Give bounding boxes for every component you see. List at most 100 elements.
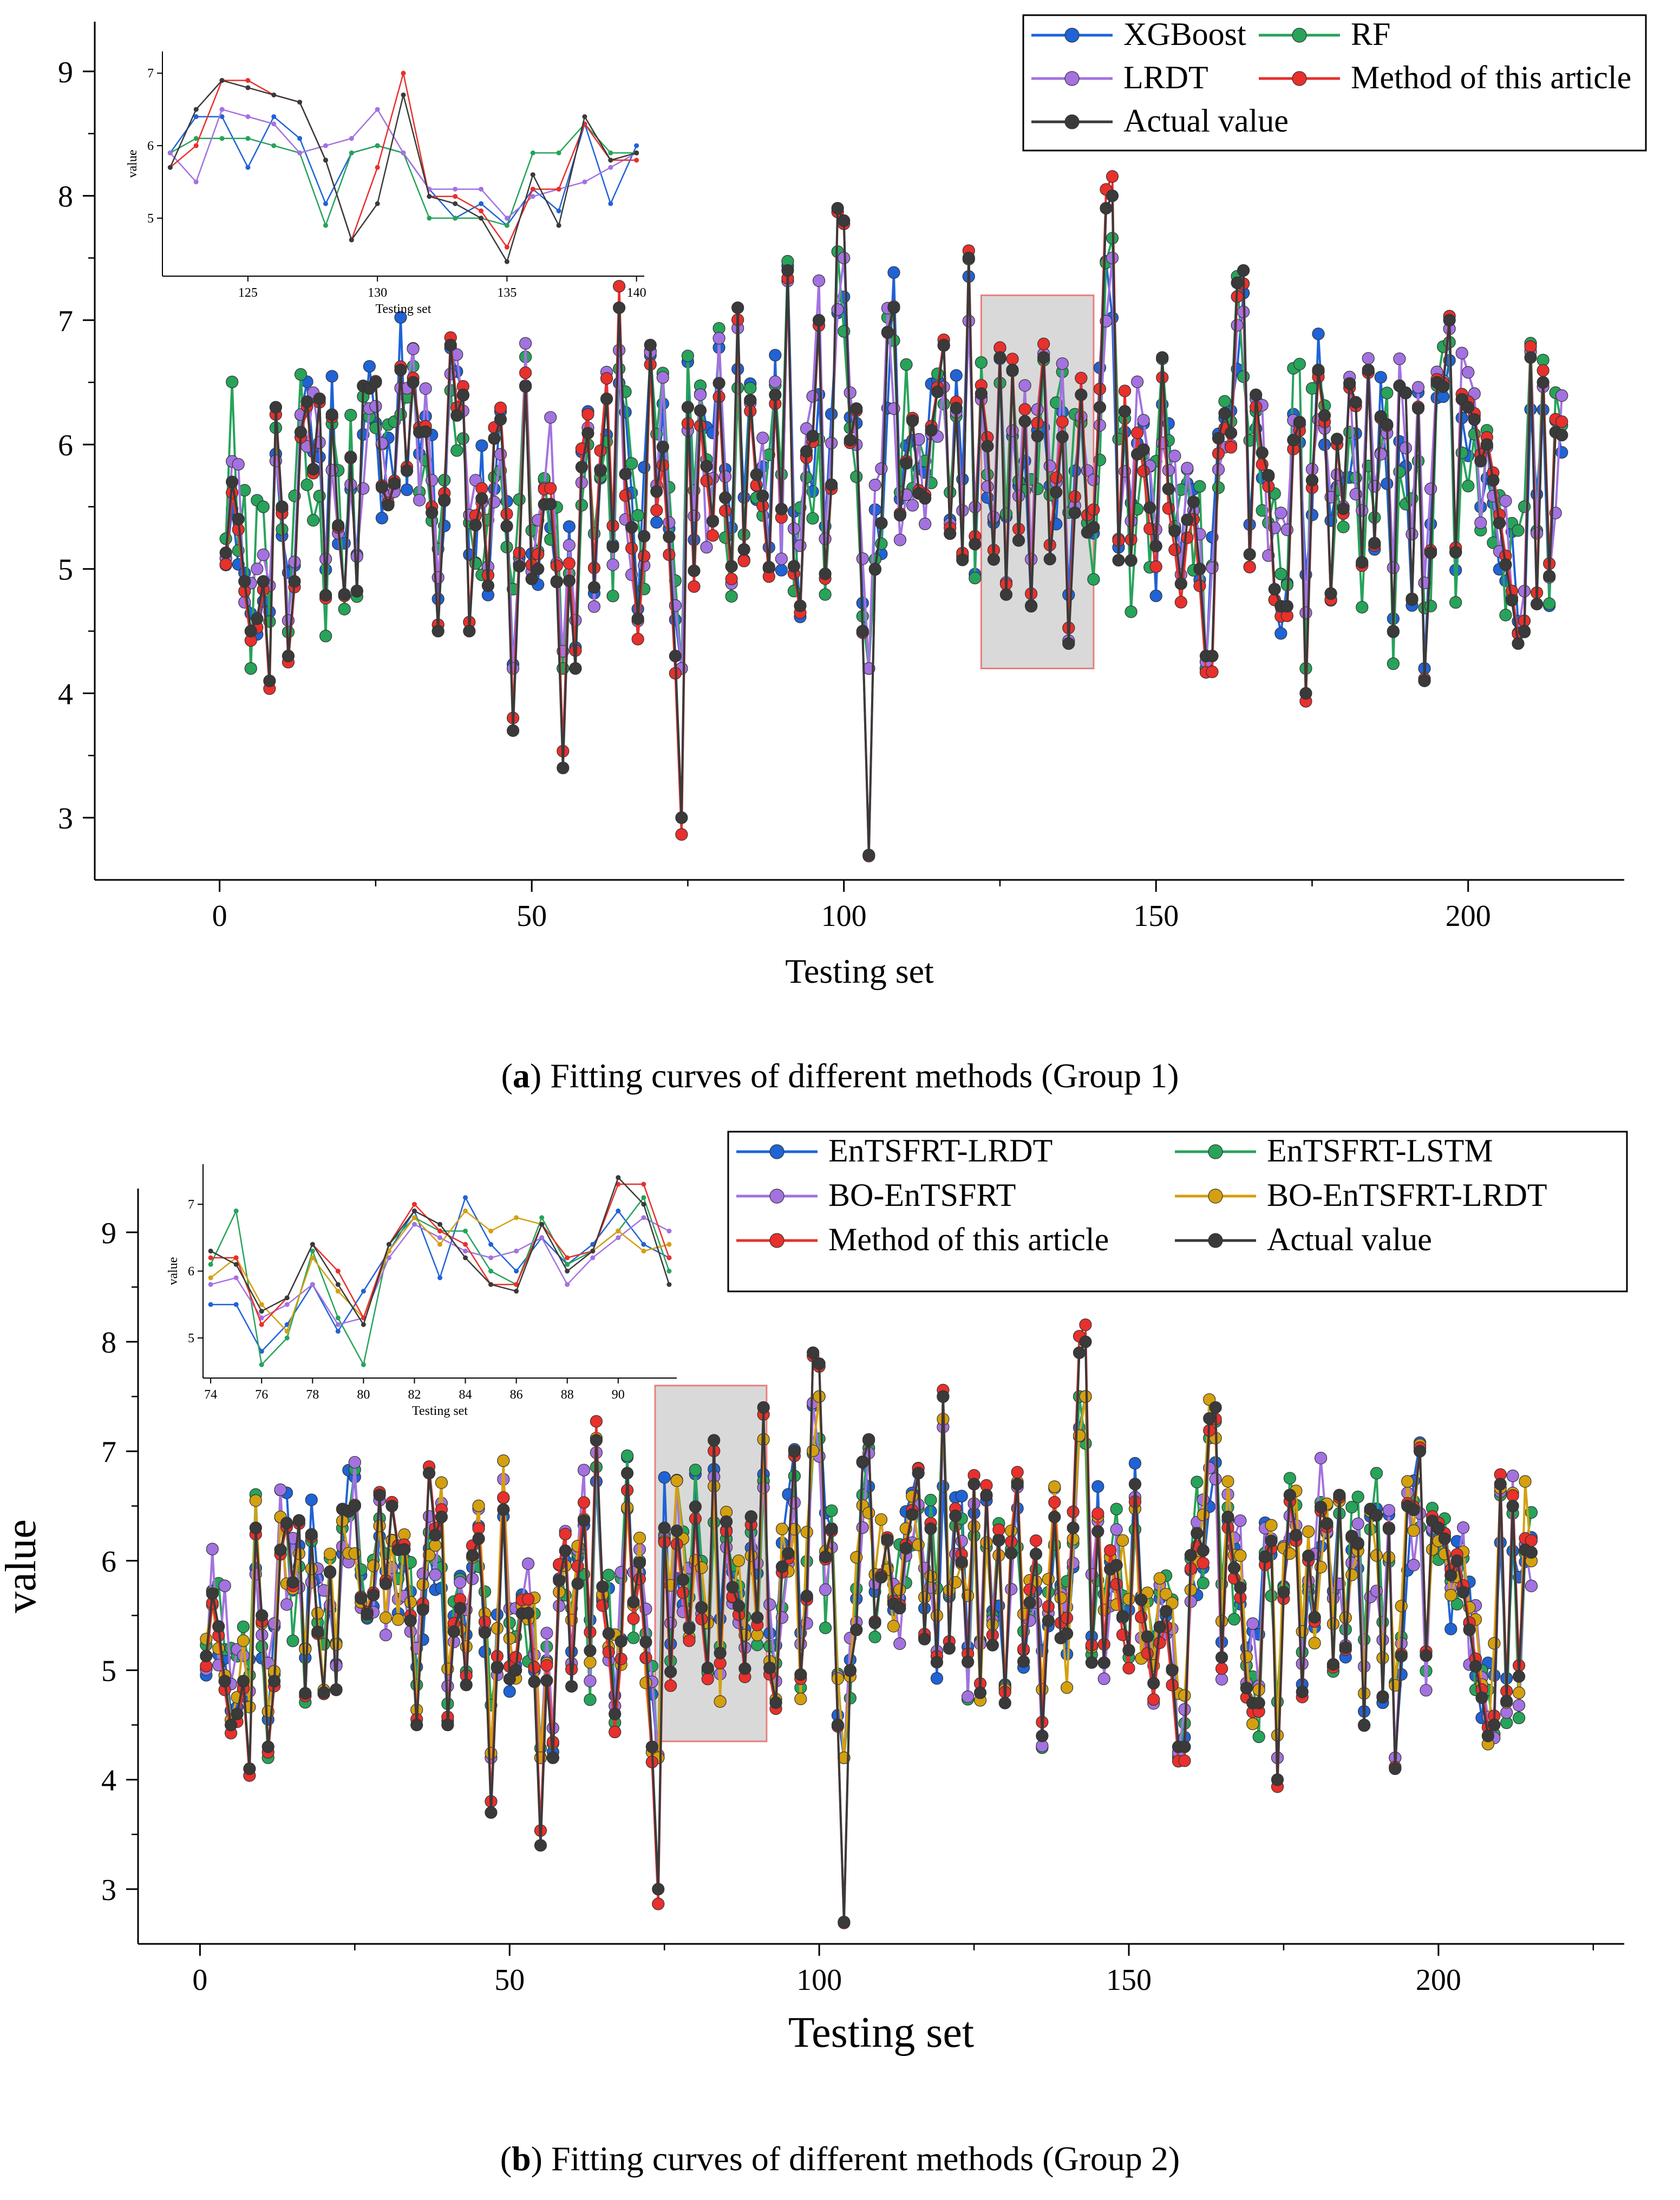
point-actual-value bbox=[738, 1662, 751, 1675]
point-lrdt bbox=[918, 517, 932, 531]
inset-point-method-of-this-article bbox=[504, 244, 509, 250]
point-lrdt bbox=[519, 337, 532, 350]
point-lrdt bbox=[756, 432, 769, 445]
point-actual-value bbox=[1370, 1509, 1383, 1522]
inset-point-lrdt bbox=[608, 165, 613, 170]
point-actual-value bbox=[438, 494, 451, 507]
point-actual-value bbox=[1324, 587, 1337, 600]
point-actual-value bbox=[1079, 1335, 1092, 1348]
point-actual-value bbox=[906, 1508, 919, 1521]
inset-point-method-of-this-article bbox=[641, 1181, 646, 1187]
point-lrdt bbox=[563, 539, 576, 552]
point-xgboost bbox=[825, 408, 838, 421]
point-actual-value bbox=[943, 1642, 956, 1655]
inset-point-bo-entsfrt-lrdt bbox=[641, 1248, 646, 1254]
point-actual-value bbox=[532, 563, 545, 576]
inset-point-actual-value bbox=[634, 150, 639, 155]
inset-point-xgboost bbox=[271, 114, 277, 119]
point-bo-entsfrt-lrdt bbox=[1197, 1509, 1210, 1522]
panel-a: 0 50 100 150 200 3 4 5 6 7 8 9 Testing set value 125 13… bbox=[58, 14, 1647, 990]
inset-point-lrdt bbox=[323, 143, 328, 148]
point-lrdt bbox=[1374, 448, 1387, 461]
point-lrdt bbox=[831, 303, 844, 316]
point-lrdt bbox=[1087, 473, 1100, 486]
point-actual-value bbox=[231, 1707, 244, 1721]
point-bo-entsfrt-lrdt bbox=[472, 1499, 485, 1512]
point-actual-value bbox=[650, 485, 663, 498]
x-tick-label: 0 bbox=[212, 899, 227, 933]
point-actual-value bbox=[1487, 474, 1500, 487]
point-bo-entsfrt-lrdt bbox=[1407, 1524, 1420, 1537]
inset-x-tick-label: 74 bbox=[204, 1388, 217, 1402]
point-actual-value bbox=[1237, 264, 1250, 277]
inset-point-entsfrt-lrdt bbox=[641, 1242, 646, 1247]
point-actual-value bbox=[731, 301, 744, 314]
point-actual-value bbox=[1418, 674, 1431, 688]
y-tick-label: 8 bbox=[58, 180, 73, 214]
point-actual-value bbox=[441, 1719, 454, 1732]
point-rf bbox=[900, 358, 913, 371]
inset-point-bo-entsfrt-lrdt bbox=[259, 1302, 264, 1307]
point-actual-value bbox=[937, 1390, 950, 1403]
point-method-of-this-article bbox=[701, 1673, 714, 1686]
point-xgboost bbox=[650, 516, 663, 529]
point-bo-entsfrt-lrdt bbox=[744, 1549, 757, 1562]
point-actual-value bbox=[1093, 401, 1107, 414]
point-actual-value bbox=[762, 560, 775, 573]
point-bo-entsfrt-lrdt bbox=[1048, 1480, 1061, 1493]
point-actual-value bbox=[577, 1514, 591, 1527]
point-entsfrt-lstm bbox=[1450, 1598, 1463, 1611]
point-bo-entsfrt-lrdt bbox=[1240, 1650, 1253, 1663]
point-actual-value bbox=[893, 508, 907, 522]
point-actual-value bbox=[379, 1577, 393, 1590]
point-method-of-this-article bbox=[1079, 1318, 1092, 1331]
point-entsfrt-lstm bbox=[1197, 1577, 1210, 1590]
point-method-of-this-article bbox=[676, 1586, 690, 1600]
point-actual-value bbox=[825, 478, 838, 491]
point-actual-value bbox=[1395, 1649, 1408, 1663]
point-xgboost bbox=[1374, 371, 1387, 384]
point-actual-value bbox=[332, 519, 345, 532]
point-rf bbox=[338, 603, 351, 616]
point-actual-value bbox=[1250, 388, 1263, 401]
point-actual-value bbox=[469, 519, 482, 532]
inset-point-actual-value bbox=[488, 1282, 494, 1287]
point-method-of-this-article bbox=[494, 401, 507, 414]
inset-point-rf bbox=[608, 150, 613, 155]
point-actual-value bbox=[350, 584, 363, 597]
point-bo-entsfrt-lrdt bbox=[485, 1747, 498, 1760]
inset-background bbox=[162, 51, 644, 276]
point-actual-value bbox=[695, 1601, 708, 1614]
point-rf bbox=[319, 630, 332, 643]
point-actual-value bbox=[638, 530, 651, 543]
point-actual-value bbox=[918, 492, 932, 505]
point-actual-value bbox=[218, 1675, 231, 1688]
point-lrdt bbox=[544, 411, 557, 424]
inset-point-bo-entsfrt bbox=[310, 1282, 315, 1287]
point-actual-value bbox=[925, 424, 938, 437]
point-actual-value bbox=[787, 560, 801, 573]
point-actual-value bbox=[986, 1638, 999, 1651]
point-actual-value bbox=[906, 414, 919, 427]
point-method-of-this-article bbox=[571, 1559, 584, 1572]
point-actual-value bbox=[844, 1663, 857, 1677]
point-actual-value bbox=[949, 1510, 962, 1523]
point-actual-value bbox=[993, 351, 1006, 364]
point-actual-value bbox=[1314, 1500, 1328, 1513]
point-actual-value bbox=[1488, 1719, 1501, 1732]
inset-point-rf bbox=[349, 150, 354, 155]
point-actual-value bbox=[1106, 189, 1119, 203]
point-lrdt bbox=[419, 382, 432, 395]
point-lrdt bbox=[1362, 352, 1375, 365]
point-method-of-this-article bbox=[1118, 384, 1132, 397]
point-actual-value bbox=[1160, 1605, 1173, 1618]
inset-point-actual-value bbox=[245, 85, 251, 90]
point-bo-entsfrt bbox=[1420, 1683, 1433, 1697]
point-entsfrt-lrdt bbox=[658, 1471, 671, 1484]
point-actual-value bbox=[1036, 1729, 1049, 1742]
point-actual-value bbox=[224, 1719, 238, 1732]
point-actual-value bbox=[1181, 513, 1194, 526]
legend-label-method-of-this-article: Method of this article bbox=[828, 1222, 1109, 1257]
point-bo-entsfrt bbox=[280, 1598, 293, 1611]
